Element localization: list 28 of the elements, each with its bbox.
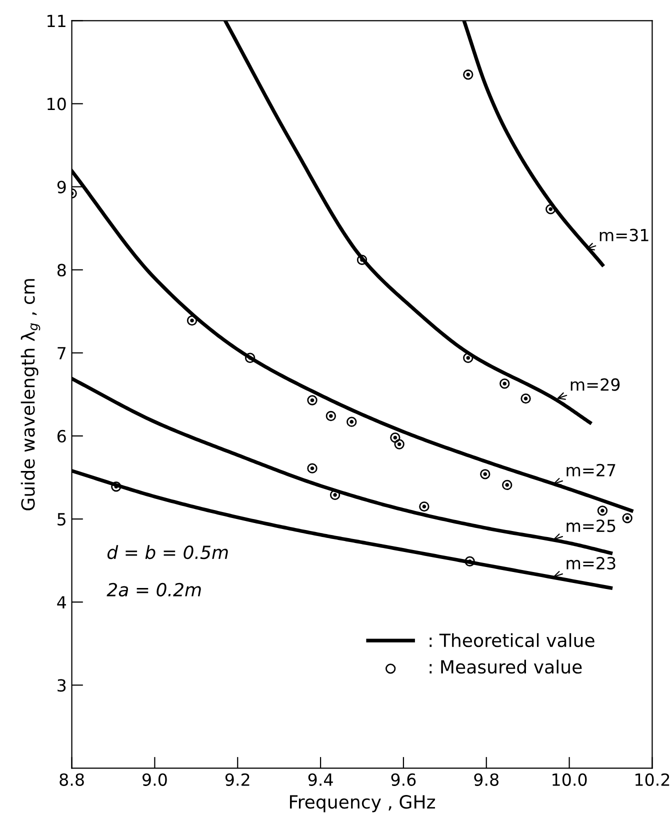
annotation: m=31 bbox=[600, 228, 648, 242]
annotation: m=27 bbox=[566, 464, 616, 476]
x-tick-label: 9.8 bbox=[474, 773, 498, 786]
annotation: m=29 bbox=[570, 378, 620, 391]
y-tick-label: 7 bbox=[58, 347, 66, 360]
legend-label: : Measured value bbox=[430, 660, 582, 674]
y-tick-label: 10 bbox=[48, 98, 66, 110]
y-tick-label: 5 bbox=[58, 513, 66, 526]
annotation: d = b = 0.5m bbox=[107, 545, 228, 560]
y-axis-title: Guide wavelength λ$_{g}$ , cm bbox=[20, 279, 40, 510]
annotation: 2a = 0.2m bbox=[106, 582, 201, 597]
y-tick-label: 3 bbox=[58, 679, 66, 692]
y-tick-label: 4 bbox=[57, 596, 66, 608]
x-tick-label: 9.4 bbox=[308, 773, 333, 786]
x-tick-label: 9.0 bbox=[142, 773, 167, 786]
annotation: m=23 bbox=[566, 556, 616, 570]
x-tick-label: 8.8 bbox=[60, 773, 84, 786]
y-tick-label: 8 bbox=[57, 264, 66, 276]
x-tick-label: 9.2 bbox=[225, 773, 250, 786]
y-tick-label: 11 bbox=[48, 14, 66, 27]
x-tick-label: 10.2 bbox=[635, 773, 670, 786]
legend-label: : Theoretical value bbox=[430, 633, 594, 648]
annotation: m=25 bbox=[566, 519, 616, 532]
x-tick-label: 9.6 bbox=[391, 773, 416, 786]
y-tick-label: 9 bbox=[57, 180, 66, 194]
x-axis-title: Frequency , GHz bbox=[290, 795, 435, 812]
y-tick-label: 6 bbox=[57, 430, 66, 443]
x-tick-label: 10.0 bbox=[552, 773, 587, 786]
